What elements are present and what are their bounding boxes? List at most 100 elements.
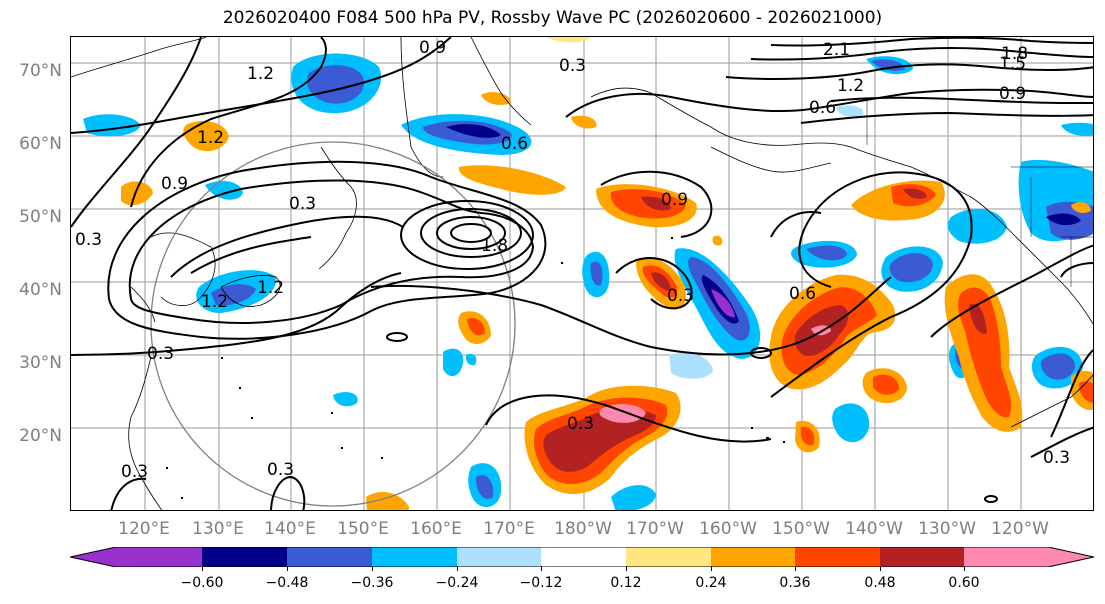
colorbar-swatch	[202, 547, 287, 567]
island	[561, 262, 563, 264]
colorbar-swatch	[457, 547, 541, 567]
colorbar-tickmark	[372, 566, 373, 571]
contour-line	[750, 47, 1093, 61]
contour-label: 1.2	[201, 292, 228, 312]
contour-label: 0.9	[161, 174, 188, 194]
contour-line	[830, 96, 1093, 104]
neg-anomaly	[806, 245, 847, 261]
lat-label-30n: 30°N	[19, 353, 62, 373]
colorbar-tick-label: −0.60	[180, 575, 224, 591]
colorbar-swatch	[626, 547, 711, 567]
colorbar-canvas	[69, 546, 1095, 568]
island	[239, 387, 241, 389]
contour-label: 1.2	[247, 64, 274, 84]
pos-anomaly	[481, 92, 511, 105]
contour-line	[128, 179, 535, 324]
neg-anomaly	[611, 485, 656, 510]
coastline	[150, 232, 216, 306]
contour-line	[725, 63, 1093, 80]
colorbar-tickmark	[964, 566, 965, 571]
colorbar-tick-label: −0.12	[519, 575, 563, 591]
colorbar-tickmark	[626, 566, 627, 571]
lon-label-130w: 130°W	[918, 519, 976, 539]
lon-label-170e: 170°E	[483, 519, 535, 539]
contour-line	[600, 170, 713, 238]
map-title: 2026020400 F084 500 hPa PV, Rossby Wave …	[222, 8, 883, 28]
colorbar-tick-label: −0.24	[435, 575, 479, 591]
lat-label-40n: 40°N	[19, 280, 62, 300]
lon-label-120e: 120°E	[118, 519, 170, 539]
contour-line	[190, 236, 312, 274]
lon-label-150e: 150°E	[337, 519, 389, 539]
pos-anomaly	[599, 404, 646, 423]
contour-line	[130, 37, 327, 208]
pos-anomaly	[712, 235, 723, 246]
contour-line	[770, 211, 822, 238]
island	[751, 427, 753, 429]
contour-label: 1.8	[481, 236, 508, 256]
pos-anomaly	[183, 121, 229, 152]
coastline	[470, 37, 532, 126]
pos-anomaly	[571, 115, 597, 129]
contour-label: 0.3	[289, 194, 316, 214]
contour-label: 2.1	[823, 40, 850, 60]
lon-label-120w: 120°W	[991, 519, 1049, 539]
pv-contours	[71, 37, 1093, 510]
contour-line	[400, 200, 534, 270]
coastline	[400, 37, 444, 178]
contour-label: 0.3	[75, 230, 102, 250]
colorbar-tick-label: 0.24	[695, 575, 727, 591]
contour-label: 0.9	[419, 38, 446, 58]
island	[381, 457, 383, 459]
contour-line	[107, 160, 547, 340]
neg-anomaly	[307, 65, 365, 104]
neg-anomaly	[871, 59, 905, 71]
lon-label-140e: 140°E	[264, 519, 316, 539]
coastlines	[71, 37, 1093, 510]
contour-label: 0.3	[121, 462, 148, 482]
colorbar-tickmark	[202, 566, 203, 571]
lat-label-50n: 50°N	[19, 207, 62, 227]
contour-label: 0.3	[1043, 448, 1070, 468]
lon-label-180w: 180°W	[554, 519, 612, 539]
contour-line	[71, 37, 452, 134]
colorbar-tickmark	[795, 566, 796, 571]
island	[766, 437, 769, 439]
contour-line	[170, 215, 404, 278]
contour-label: 0.9	[661, 190, 688, 210]
neg-anomaly	[465, 353, 477, 366]
pos-anomaly	[641, 196, 671, 211]
coastline	[590, 87, 1093, 325]
contour-label: 0.3	[267, 460, 294, 480]
neg-anomaly	[333, 392, 358, 407]
neg-anomaly	[590, 261, 603, 286]
contour-line	[370, 276, 892, 356]
contour-line	[71, 37, 202, 228]
pos-anomaly	[903, 188, 927, 199]
neg-anomaly	[446, 124, 501, 138]
island	[181, 497, 183, 499]
coastline	[710, 146, 832, 173]
contour-line	[450, 223, 492, 243]
colorbar-tickmark	[711, 566, 712, 571]
island	[783, 441, 785, 443]
pos-anomaly	[958, 287, 1012, 418]
colorbar-swatch	[541, 547, 626, 567]
pos-anomaly	[467, 317, 485, 336]
colorbar-tickmark	[457, 566, 458, 571]
contour-label: 0.3	[147, 344, 174, 364]
pos-anomaly	[800, 426, 815, 446]
colorbar	[69, 546, 1095, 568]
coastline	[318, 146, 357, 270]
contour-line	[930, 244, 1093, 338]
neg-anomaly	[889, 253, 933, 283]
island	[671, 237, 673, 239]
coastline	[130, 286, 156, 323]
contour-label: 1.2	[837, 76, 864, 96]
contour-line	[485, 394, 772, 443]
contour-line	[750, 347, 772, 359]
contour-label: 0.3	[667, 286, 694, 306]
island	[166, 467, 168, 469]
coastline	[128, 356, 163, 510]
colorbar-tick-label: −0.48	[265, 575, 309, 591]
